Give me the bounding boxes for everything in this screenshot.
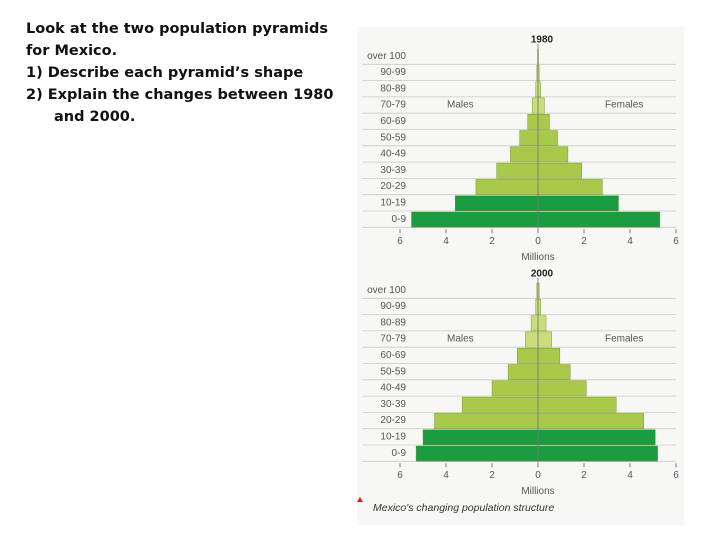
x-axis-label: Millions: [521, 252, 554, 263]
bar: [411, 211, 539, 228]
category-label: 10-19: [380, 197, 406, 208]
bar: [491, 380, 539, 397]
legend-label: Males: [447, 100, 474, 111]
category-label: 20-29: [380, 181, 406, 192]
x-tick-label: 4: [627, 470, 633, 481]
x-tick-label: 2: [581, 470, 587, 481]
category-label: 70-79: [380, 334, 406, 345]
bar: [537, 364, 571, 381]
task-line: 1) Describe each pyramid’s shape: [26, 65, 304, 81]
x-tick-label: 4: [627, 236, 633, 247]
x-axis-label: Millions: [521, 486, 554, 497]
bar: [422, 429, 539, 446]
bar: [537, 179, 603, 195]
bar: [537, 162, 582, 179]
x-tick-label: 6: [673, 236, 679, 247]
bar: [537, 445, 658, 462]
category-label: 0-9: [392, 214, 407, 225]
bar: [510, 146, 539, 163]
category-label: 50-59: [380, 132, 406, 143]
x-tick-label: 6: [397, 236, 403, 247]
chart-title: 2000: [531, 269, 554, 280]
bar: [537, 195, 619, 212]
bar: [507, 364, 539, 381]
category-label: over 100: [367, 285, 406, 296]
bar: [537, 97, 545, 114]
bar: [537, 348, 561, 364]
category-label: 60-69: [380, 350, 406, 361]
category-label: 70-79: [380, 100, 406, 111]
task-line: 2) Explain the changes between 1980 and …: [26, 87, 334, 125]
bar: [434, 413, 539, 429]
x-tick-label: 0: [535, 470, 541, 481]
caption-marker: [357, 497, 363, 502]
category-label: 30-39: [380, 399, 406, 410]
bar: [537, 113, 550, 130]
category-label: 50-59: [380, 366, 406, 377]
bar: [461, 396, 539, 413]
x-tick-label: 2: [489, 236, 495, 247]
caption: Mexico's changing population structure: [373, 502, 554, 514]
category-label: 90-99: [380, 67, 406, 78]
x-tick-label: 6: [397, 470, 403, 481]
legend-label: Females: [605, 334, 643, 345]
category-label: 40-49: [380, 149, 406, 160]
bar: [517, 348, 539, 364]
bar: [537, 146, 569, 163]
x-tick-label: 6: [673, 470, 679, 481]
x-tick-label: 4: [443, 236, 449, 247]
bar: [537, 299, 541, 315]
bar: [525, 331, 539, 348]
category-label: 10-19: [380, 431, 406, 442]
task-text: Look at the two population pyramids for …: [26, 18, 336, 128]
bar: [532, 97, 539, 114]
x-tick-label: 2: [489, 470, 495, 481]
bar: [475, 179, 539, 195]
bar: [537, 130, 558, 147]
legend-label: Males: [447, 334, 474, 345]
x-tick-label: 0: [535, 236, 541, 247]
bar: [537, 211, 661, 228]
bar: [519, 130, 539, 147]
category-label: 0-9: [392, 448, 407, 459]
bar: [537, 413, 645, 429]
category-label: over 100: [367, 51, 406, 62]
bar: [496, 162, 539, 179]
bar: [537, 380, 587, 397]
bar: [537, 429, 656, 446]
category-label: 20-29: [380, 415, 406, 426]
x-tick-label: 4: [443, 470, 449, 481]
bar: [537, 81, 541, 98]
chart-title: 1980: [531, 35, 554, 46]
x-tick-label: 2: [581, 236, 587, 247]
category-label: 80-89: [380, 317, 406, 328]
bar: [537, 331, 553, 348]
bar: [530, 315, 539, 332]
bar: [537, 315, 547, 332]
bar: [455, 195, 539, 212]
task-line: Look at the two population pyramids for …: [26, 21, 328, 59]
category-label: 80-89: [380, 83, 406, 94]
category-label: 60-69: [380, 116, 406, 127]
category-label: 30-39: [380, 165, 406, 176]
category-label: 90-99: [380, 301, 406, 312]
bar: [537, 396, 617, 413]
bar: [415, 445, 539, 462]
category-label: 40-49: [380, 383, 406, 394]
bar: [527, 113, 539, 130]
legend-label: Females: [605, 100, 643, 111]
